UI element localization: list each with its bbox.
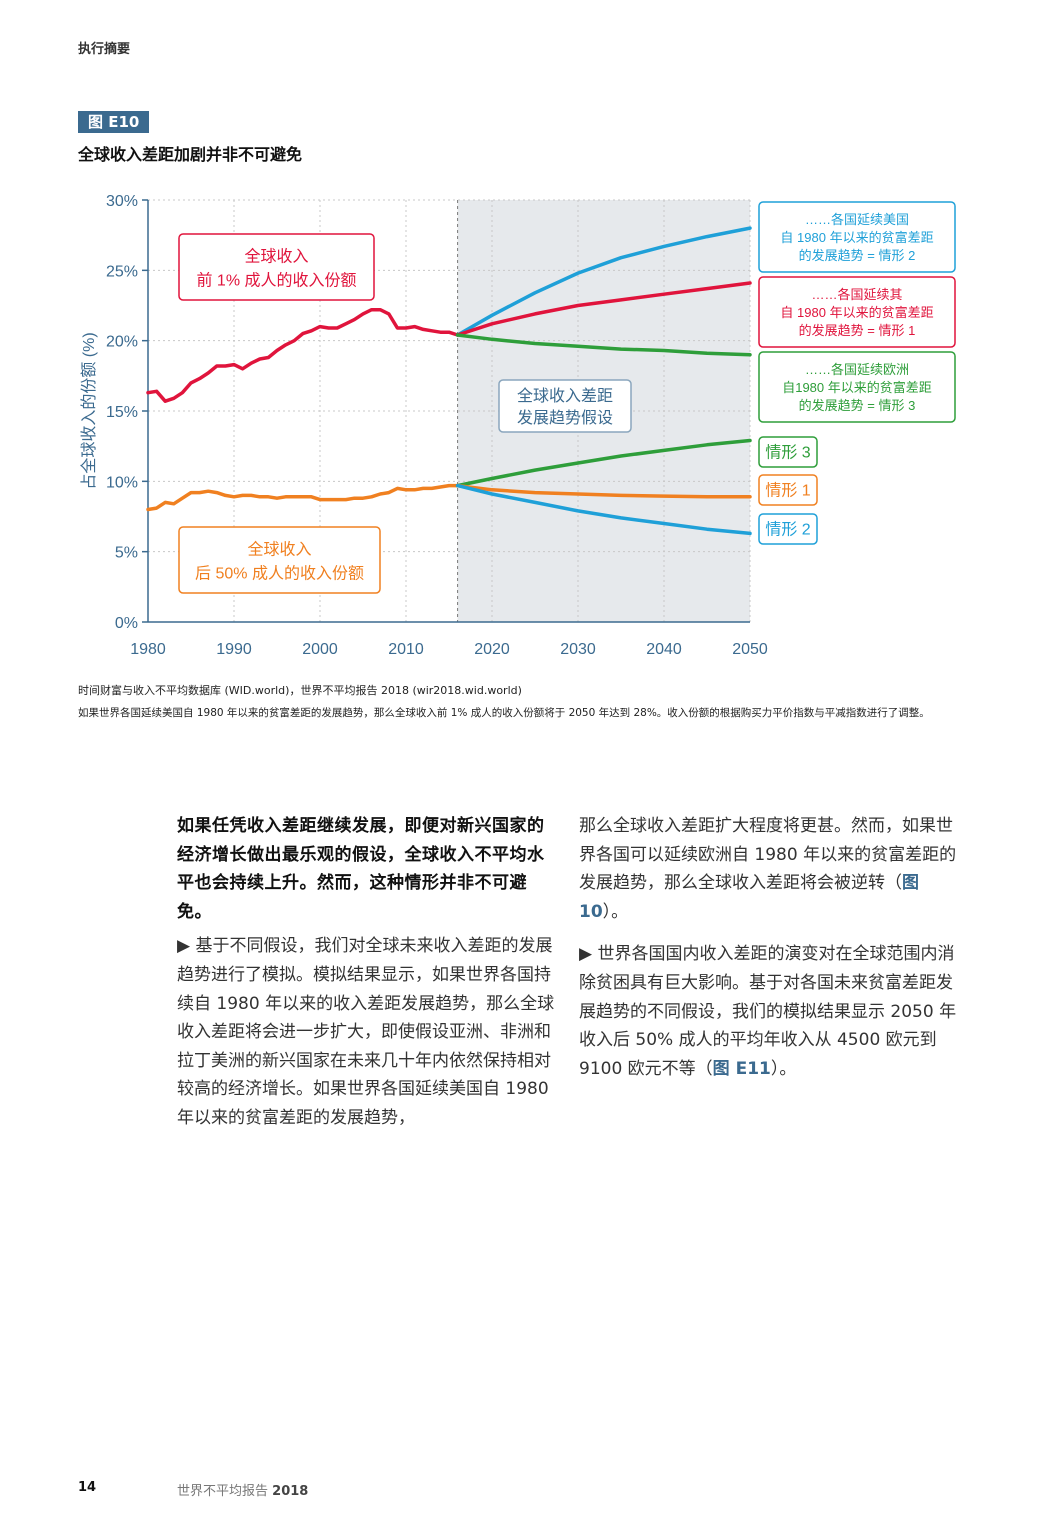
x-tick-label: 1990 <box>216 641 252 658</box>
scenario1-description-box-text: ……各国延续其 <box>811 287 902 302</box>
body-column-right: 那么全球收入差距扩大程度将更甚。然而，如果世界各国可以延续欧洲自 1980 年以… <box>579 812 957 1097</box>
x-tick-label: 2020 <box>474 641 510 658</box>
scenario1-label-frame <box>758 474 818 506</box>
scenario2-description-box-frame <box>758 201 956 273</box>
y-tick-label: 10% <box>106 474 138 491</box>
y-tick-label: 15% <box>106 404 138 421</box>
scenario1-description-box-frame <box>758 276 956 348</box>
top1-label-box-text: 前 1% 成人的收入份额 <box>196 272 356 290</box>
scenario2-description-box-text: ……各国延续美国 <box>805 212 909 227</box>
scenario3-description-box-text: 自1980 年以来的贫富差距 <box>782 380 932 395</box>
x-tick-label: 1980 <box>130 641 166 658</box>
series-line <box>455 281 752 337</box>
footer-report-name: 世界不平均报告 <box>177 1484 269 1499</box>
y-tick-label: 25% <box>106 263 138 280</box>
top1-label-box-frame <box>178 233 375 301</box>
projection-label-box-text: 发展趋势假设 <box>517 409 613 427</box>
x-tick-label: 2050 <box>732 641 768 658</box>
scenario3-label-text: 情形 3 <box>765 444 810 462</box>
series-line <box>146 307 460 403</box>
bottom50-label-box-frame <box>178 526 381 594</box>
figure-note: 如果世界各国延续美国自 1980 年以来的贫富差距的发展趋势，那么全球收入前 1… <box>78 707 930 719</box>
figure-title: 全球收入差距加剧并非不可避免 <box>78 145 303 164</box>
y-tick-label: 20% <box>106 334 138 351</box>
y-axis-label: 占全球收入的份额 (%) <box>80 332 98 489</box>
figure-source: 时间财富与收入不平均数据库 (WID.world)，世界不平均报告 2018 (… <box>78 684 522 697</box>
footer-year: 2018 <box>272 1484 309 1499</box>
bottom50-label-box-text: 全球收入 <box>247 541 311 559</box>
y-tick-label: 30% <box>106 193 138 210</box>
footer-title: 世界不平均报告 2018 <box>177 1480 308 1499</box>
scenario3-description-box-text: 的发展趋势 = 情形 3 <box>799 398 916 413</box>
series-line <box>455 438 752 488</box>
y-tick-label: 5% <box>115 545 138 562</box>
page-number: 14 <box>78 1480 97 1495</box>
chart-series <box>146 226 752 536</box>
scenario3-description-box-text: ……各国延续欧洲 <box>805 362 909 377</box>
paragraph-2-text: 那么全球收入差距扩大程度将更甚。然而，如果世界各国可以延续欧洲自 1980 年以… <box>579 816 957 894</box>
scenario3-description-box-frame <box>758 351 956 423</box>
body-paragraph-2: 那么全球收入差距扩大程度将更甚。然而，如果世界各国可以延续欧洲自 1980 年以… <box>579 812 957 926</box>
scenario1-description-box-text: 自 1980 年以来的贫富差距 <box>780 305 933 320</box>
figure-tag: 图 E10 <box>78 111 150 133</box>
top1-label-box: 全球收入前 1% 成人的收入份额 <box>178 233 375 301</box>
x-tick-label: 2000 <box>302 641 338 658</box>
paragraph-3-text: ▶ 世界各国国内收入差距的演变对在全球范围内消除贫困具有巨大影响。基于对各国未来… <box>579 944 957 1079</box>
series-line <box>455 483 752 499</box>
bottom50-label-box-text: 后 50% 成人的收入份额 <box>195 565 364 583</box>
paragraph-3-end: ）。 <box>770 1058 797 1079</box>
section-header: 执行摘要 <box>78 42 131 57</box>
x-tick-label: 2010 <box>388 641 424 658</box>
y-tick-label: 0% <box>115 615 138 632</box>
top1-label-box-text: 全球收入 <box>244 248 308 266</box>
projection-label-box-frame <box>498 379 632 433</box>
series-line <box>455 333 752 357</box>
scenario2-description-box-text: 的发展趋势 = 情形 2 <box>799 248 916 263</box>
chart-axes: 1980 1990 2000 2010 2020 2030 2040 2050 0% 5% 10% 1… <box>80 193 768 658</box>
scenario3-label: 情形 3 <box>758 436 818 468</box>
scenario2-label-text: 情形 2 <box>765 521 810 539</box>
body-column-left: 如果任凭收入差距继续发展，即便对新兴国家的经济增长做出最乐观的假设，全球收入不平… <box>177 812 555 1147</box>
income-share-chart: 1980 1990 2000 2010 2020 2030 2040 2050 0% 5% 10% 1… <box>80 193 956 658</box>
scenario2-description-box: ……各国延续美国自 1980 年以来的贫富差距的发展趋势 = 情形 2 <box>758 201 956 273</box>
body-paragraph-1: ▶ 基于不同假设，我们对全球未来收入差距的发展趋势进行了模拟。模拟结果显示，如果… <box>177 936 555 1128</box>
scenario2-description-box-text: 自 1980 年以来的贫富差距 <box>780 230 933 245</box>
scenario1-description-box-text: 的发展趋势 = 情形 1 <box>799 323 916 338</box>
scenario1-label-text: 情形 1 <box>765 482 810 500</box>
scenario1-label: 情形 1 <box>758 474 818 506</box>
scenario2-label: 情形 2 <box>758 513 818 545</box>
series-line <box>455 226 752 337</box>
scenario2-label-frame <box>758 513 818 545</box>
x-tick-label: 2040 <box>646 641 682 658</box>
body-paragraph-3: ▶ 世界各国国内收入差距的演变对在全球范围内消除贫困具有巨大影响。基于对各国未来… <box>579 940 957 1083</box>
series-line <box>455 483 752 536</box>
figure-10-link[interactable]: 图 10 <box>579 873 919 922</box>
projection-label-box-text: 全球收入差距 <box>517 387 613 405</box>
paragraph-2-end: ）。 <box>602 901 629 922</box>
lead-paragraph: 如果任凭收入差距继续发展，即便对新兴国家的经济增长做出最乐观的假设，全球收入不平… <box>177 816 545 922</box>
series-line <box>146 483 460 512</box>
scenario3-label-frame <box>758 436 818 468</box>
x-tick-label: 2030 <box>560 641 596 658</box>
figure-e11-link[interactable]: 图 E11 <box>712 1058 771 1079</box>
